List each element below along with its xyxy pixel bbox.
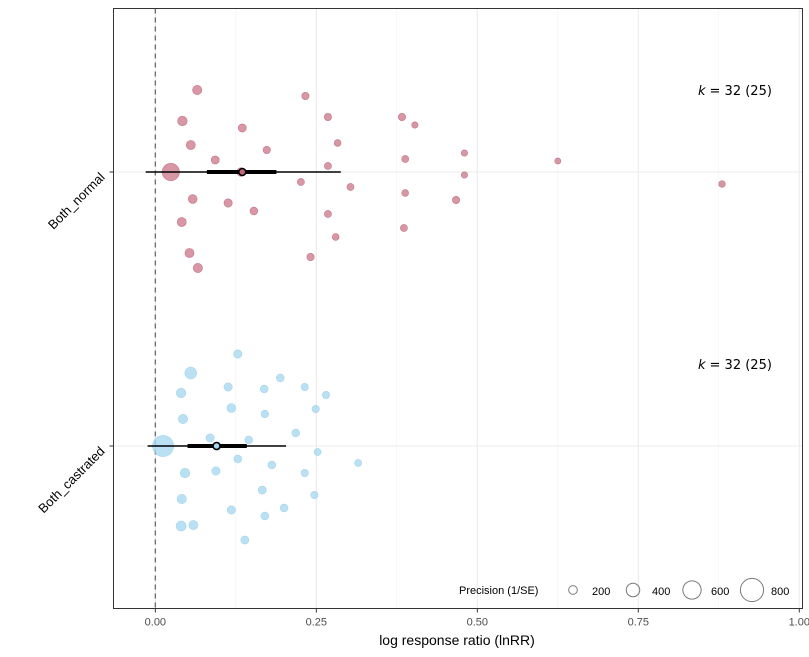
data-point: [184, 366, 197, 380]
x-tick-label: 0.00: [145, 617, 166, 629]
legend-size-key: [625, 582, 641, 598]
data-point: [262, 145, 271, 155]
data-point: [301, 91, 310, 101]
legend-label: 400: [652, 586, 670, 598]
y-axis: Both_normal Both_castrated: [35, 169, 114, 516]
data-point: [237, 123, 247, 133]
k-label-letter: k: [698, 358, 706, 373]
data-point: [401, 189, 409, 197]
data-point: [223, 198, 233, 208]
data-point: [354, 459, 363, 467]
data-point: [400, 224, 408, 232]
legend-label: 800: [771, 586, 789, 598]
k-label: k = 32 (25): [698, 84, 772, 99]
legend-title: Precision (1/SE): [459, 585, 538, 597]
data-point: [260, 409, 269, 419]
k-label-count: = 32 (25): [710, 358, 772, 373]
legend-label: 600: [711, 586, 729, 598]
data-point: [267, 460, 277, 470]
category-label: Both_normal: [45, 169, 108, 232]
data-point: [296, 178, 305, 186]
x-tick-label: 0.75: [628, 617, 649, 629]
estimate-point: [212, 441, 221, 451]
legend-size-key: [739, 577, 765, 603]
data-point: [321, 390, 331, 400]
estimates-and-intervals: [145, 167, 341, 451]
data-point: [554, 157, 562, 165]
plot-panel-border: [113, 8, 803, 609]
data-point: [397, 112, 406, 122]
data-point: [260, 511, 270, 521]
k-label-letter: k: [698, 84, 706, 99]
k-labels: k = 32 (25) k = 32 (25): [698, 84, 772, 373]
data-point: [300, 468, 309, 478]
k-label-count: = 32 (25): [710, 84, 772, 99]
data-point: [176, 387, 187, 399]
data-point: [331, 233, 340, 241]
data-point: [310, 490, 319, 500]
data-point: [300, 382, 309, 392]
data-point: [226, 505, 236, 515]
data-point: [233, 349, 243, 359]
data-point: [324, 210, 332, 218]
data-point: [176, 217, 187, 227]
data-point: [211, 466, 221, 476]
k-label: k = 32 (25): [698, 358, 772, 373]
x-tick-label: 1.00: [789, 617, 809, 629]
data-point: [257, 485, 267, 495]
data-point: [205, 433, 215, 443]
data-point: [323, 112, 332, 122]
data-point: [187, 194, 198, 204]
data-point: [311, 404, 320, 414]
data-point: [184, 248, 195, 258]
data-point: [291, 428, 300, 438]
data-point: [460, 149, 468, 157]
x-tick-label: 0.50: [467, 617, 488, 629]
data-point: [244, 435, 253, 445]
data-point: [276, 373, 285, 383]
estimate-point: [237, 167, 247, 177]
data-point: [259, 384, 269, 394]
grid-lines: [113, 8, 803, 609]
data-point: [176, 494, 187, 504]
data-point: [306, 252, 315, 262]
data-point: [452, 195, 461, 205]
data-point: [346, 183, 355, 191]
data-point: [718, 180, 726, 188]
data-point: [324, 162, 332, 170]
data-point: [233, 454, 243, 464]
data-point: [177, 115, 188, 127]
category-label: Both_castrated: [35, 444, 107, 516]
data-point: [185, 140, 196, 150]
x-tick-label: 0.25: [306, 617, 327, 629]
legend-size-key: [568, 585, 578, 595]
data-point: [401, 155, 410, 163]
data-point: [192, 263, 203, 273]
data-point: [188, 520, 199, 530]
data-point: [192, 85, 203, 95]
data-point: [249, 206, 259, 216]
legend-size-key: [682, 580, 702, 600]
x-axis-title: log response ratio (lnRR): [379, 632, 535, 648]
data-point: [333, 139, 342, 147]
data-point: [240, 535, 250, 545]
data-point: [226, 403, 237, 413]
x-axis: 0.00 0.25 0.50 0.75 1.00: [145, 608, 809, 629]
legend-label: 200: [592, 586, 610, 598]
data-point: [460, 171, 468, 179]
data-point: [178, 414, 189, 424]
data-point: [179, 467, 191, 479]
precision-legend: Precision (1/SE) 200 400 600 800: [459, 577, 789, 603]
data-point: [223, 382, 233, 392]
data-point: [210, 155, 220, 165]
data-point: [279, 503, 289, 513]
data-point: [175, 520, 187, 532]
data-point: [313, 448, 322, 456]
data-point: [411, 121, 419, 129]
